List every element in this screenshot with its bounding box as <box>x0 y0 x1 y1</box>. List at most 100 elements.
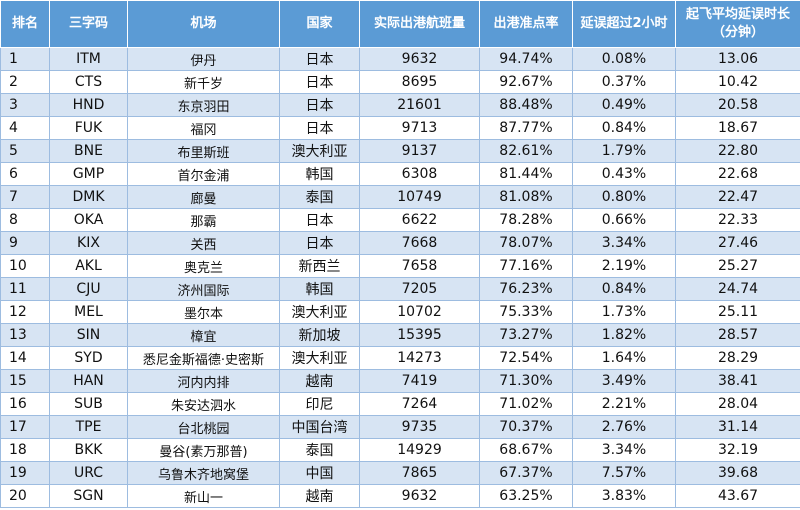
flights-cell: 9632 <box>359 47 480 71</box>
code-cell: ITM <box>49 47 128 71</box>
header-country: 国家 <box>279 0 360 48</box>
flights-cell: 15395 <box>359 323 480 347</box>
delay2h-cell: 3.34% <box>572 231 676 255</box>
airport-cell: 伊丹 <box>127 47 280 71</box>
ontime-cell: 73.27% <box>479 323 573 347</box>
avgdelay-cell: 10.42 <box>675 70 800 94</box>
delay2h-cell: 0.37% <box>572 70 676 94</box>
rank-cell: 18 <box>0 438 50 462</box>
avgdelay-cell: 32.19 <box>675 438 800 462</box>
code-cell: GMP <box>49 162 128 186</box>
table-row: 18 BKK 曼谷(素万那普) 泰国 14929 68.67% 3.34% 32.19 <box>0 438 800 462</box>
country-cell: 日本 <box>279 70 360 94</box>
table-row: 5 BNE 布里斯班 澳大利亚 9137 82.61% 1.79% 22.80 <box>0 139 800 163</box>
flights-cell: 9632 <box>359 484 480 508</box>
airport-cell: 台北桃园 <box>127 415 280 439</box>
ontime-cell: 72.54% <box>479 346 573 370</box>
table-row: 14 SYD 悉尼金斯福德·史密斯 澳大利亚 14273 72.54% 1.64% 28.29 <box>0 346 800 370</box>
flights-cell: 7668 <box>359 231 480 255</box>
flights-cell: 14929 <box>359 438 480 462</box>
flights-cell: 9713 <box>359 116 480 140</box>
rank-cell: 17 <box>0 415 50 439</box>
delay2h-cell: 0.66% <box>572 208 676 232</box>
country-cell: 韩国 <box>279 162 360 186</box>
flights-cell: 9137 <box>359 139 480 163</box>
rank-cell: 15 <box>0 369 50 393</box>
country-cell: 泰国 <box>279 438 360 462</box>
code-cell: CTS <box>49 70 128 94</box>
avgdelay-cell: 27.46 <box>675 231 800 255</box>
header-ontime: 出港准点率 <box>479 0 573 48</box>
ontime-cell: 67.37% <box>479 461 573 485</box>
code-cell: TPE <box>49 415 128 439</box>
rank-cell: 7 <box>0 185 50 209</box>
ontime-cell: 63.25% <box>479 484 573 508</box>
rank-cell: 6 <box>0 162 50 186</box>
header-avgdelay: 起飞平均延误时长 （分钟） <box>675 0 800 48</box>
airport-cell: 关西 <box>127 231 280 255</box>
header-airport: 机场 <box>127 0 280 48</box>
flights-cell: 9735 <box>359 415 480 439</box>
country-cell: 日本 <box>279 116 360 140</box>
rank-cell: 10 <box>0 254 50 278</box>
country-cell: 新西兰 <box>279 254 360 278</box>
table-row: 2 CTS 新千岁 日本 8695 92.67% 0.37% 10.42 <box>0 70 800 94</box>
ontime-cell: 78.07% <box>479 231 573 255</box>
code-cell: AKL <box>49 254 128 278</box>
table-row: 16 SUB 朱安达泗水 印尼 7264 71.02% 2.21% 28.04 <box>0 392 800 416</box>
ontime-cell: 82.61% <box>479 139 573 163</box>
rank-cell: 16 <box>0 392 50 416</box>
code-cell: SIN <box>49 323 128 347</box>
ontime-cell: 68.67% <box>479 438 573 462</box>
airport-cell: 廊曼 <box>127 185 280 209</box>
table-row: 13 SIN 樟宜 新加坡 15395 73.27% 1.82% 28.57 <box>0 323 800 347</box>
delay2h-cell: 3.34% <box>572 438 676 462</box>
airport-cell: 福冈 <box>127 116 280 140</box>
header-flights: 实际出港航班量 <box>359 0 480 48</box>
rank-cell: 19 <box>0 461 50 485</box>
flights-cell: 6308 <box>359 162 480 186</box>
table-row: 6 GMP 首尔金浦 韩国 6308 81.44% 0.43% 22.68 <box>0 162 800 186</box>
header-code: 三字码 <box>49 0 128 48</box>
table-row: 3 HND 东京羽田 日本 21601 88.48% 0.49% 20.58 <box>0 93 800 117</box>
avgdelay-cell: 38.41 <box>675 369 800 393</box>
country-cell: 新加坡 <box>279 323 360 347</box>
country-cell: 日本 <box>279 47 360 71</box>
airport-cell: 樟宜 <box>127 323 280 347</box>
code-cell: DMK <box>49 185 128 209</box>
avgdelay-cell: 43.67 <box>675 484 800 508</box>
rank-cell: 12 <box>0 300 50 324</box>
table-row: 4 FUK 福冈 日本 9713 87.77% 0.84% 18.67 <box>0 116 800 140</box>
rank-cell: 13 <box>0 323 50 347</box>
country-cell: 印尼 <box>279 392 360 416</box>
avgdelay-cell: 13.06 <box>675 47 800 71</box>
ontime-cell: 81.08% <box>479 185 573 209</box>
table-row: 12 MEL 墨尔本 澳大利亚 10702 75.33% 1.73% 25.11 <box>0 300 800 324</box>
delay2h-cell: 0.84% <box>572 116 676 140</box>
rank-cell: 3 <box>0 93 50 117</box>
ontime-cell: 78.28% <box>479 208 573 232</box>
airport-cell: 河内内排 <box>127 369 280 393</box>
avgdelay-cell: 18.67 <box>675 116 800 140</box>
delay2h-cell: 2.19% <box>572 254 676 278</box>
code-cell: BNE <box>49 139 128 163</box>
header-avgdelay-line1: 起飞平均延误时长 <box>685 7 790 22</box>
airport-cell: 新千岁 <box>127 70 280 94</box>
rank-cell: 14 <box>0 346 50 370</box>
country-cell: 澳大利亚 <box>279 346 360 370</box>
airport-cell: 墨尔本 <box>127 300 280 324</box>
table-row: 11 CJU 济州国际 韩国 7205 76.23% 0.84% 24.74 <box>0 277 800 301</box>
airport-cell: 奥克兰 <box>127 254 280 278</box>
airport-cell: 东京羽田 <box>127 93 280 117</box>
ontime-cell: 88.48% <box>479 93 573 117</box>
rank-cell: 4 <box>0 116 50 140</box>
ontime-cell: 87.77% <box>479 116 573 140</box>
ontime-cell: 94.74% <box>479 47 573 71</box>
flights-cell: 6622 <box>359 208 480 232</box>
rank-cell: 9 <box>0 231 50 255</box>
table-row: 15 HAN 河内内排 越南 7419 71.30% 3.49% 38.41 <box>0 369 800 393</box>
avgdelay-cell: 22.47 <box>675 185 800 209</box>
delay2h-cell: 2.76% <box>572 415 676 439</box>
rank-cell: 1 <box>0 47 50 71</box>
